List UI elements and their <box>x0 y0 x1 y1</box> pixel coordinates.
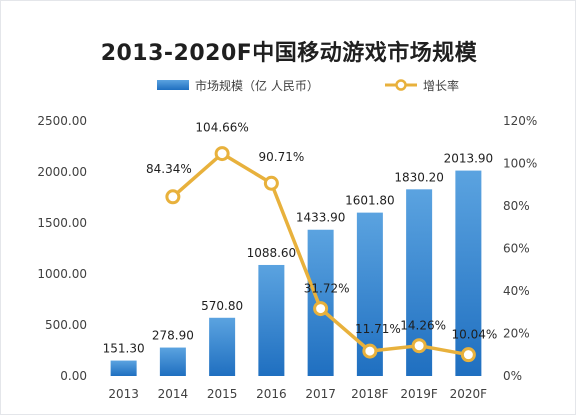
bar <box>110 360 137 376</box>
bar-value-label: 570.80 <box>201 299 243 313</box>
line-value-label: 11.71% <box>355 322 401 336</box>
line-value-label: 104.66% <box>195 121 248 135</box>
x-tick-label: 2017 <box>305 387 336 401</box>
line-value-label: 31.72% <box>304 282 350 296</box>
chart-title: 2013-2020F中国移动游戏市场规模 <box>100 41 478 66</box>
bar-value-label: 1433.90 <box>296 211 346 225</box>
line-point <box>362 343 378 359</box>
left-axis: 0.00 500.00 1000.00 1500.00 2000.00 2500.00 <box>37 114 87 383</box>
line-value-label: 10.04% <box>451 328 497 342</box>
left-tick-label: 1000.00 <box>37 267 87 281</box>
legend-line-marker <box>395 79 407 91</box>
x-tick-label: 2015 <box>207 387 238 401</box>
bar-value-label: 1088.60 <box>247 246 297 260</box>
line-value-label: 90.71% <box>258 150 304 164</box>
right-tick-label: 60% <box>503 242 530 256</box>
line-point <box>165 189 181 205</box>
right-tick-label: 120% <box>503 114 537 128</box>
bar-value-label: 151.30 <box>103 342 145 356</box>
right-tick-label: 80% <box>503 199 530 213</box>
x-tick-label: 2014 <box>158 387 189 401</box>
bar-value-label: 1601.80 <box>345 194 395 208</box>
legend-bar-label: 市场规模（亿 人民币） <box>195 78 319 93</box>
left-tick-label: 1500.00 <box>37 216 87 230</box>
right-tick-label: 20% <box>503 327 530 341</box>
line-series <box>165 146 476 363</box>
bar-series <box>110 170 482 376</box>
left-tick-label: 0.00 <box>60 369 87 383</box>
right-tick-label: 100% <box>503 157 537 171</box>
x-axis: 2013 2014 2015 2016 2017 2018F 2019F 2020F <box>108 387 487 401</box>
line-value-label: 14.26% <box>400 319 446 333</box>
x-tick-label: 2013 <box>108 387 139 401</box>
x-tick-label: 2016 <box>256 387 287 401</box>
bar-value-label: 2013.90 <box>444 152 494 166</box>
line-labels: 84.34% 104.66% 90.71% 31.72% 11.71% 14.26% 10.… <box>146 121 497 342</box>
legend-line-label: 增长率 <box>423 78 459 93</box>
right-axis: 0% 20% 40% 60% 80% 100% 120% <box>503 114 537 383</box>
bar-value-label: 1830.20 <box>394 170 444 184</box>
line-point <box>411 338 427 354</box>
legend-bar-swatch <box>157 80 189 90</box>
legend: 市场规模（亿 人民币） 增长率 <box>157 78 459 93</box>
line-point <box>263 175 279 191</box>
bar-value-label: 278.90 <box>152 329 194 343</box>
right-tick-label: 40% <box>503 284 530 298</box>
x-tick-label: 2019F <box>400 387 438 401</box>
bar-labels: 151.30 278.90 570.80 1088.60 1433.90 1601.80 1… <box>103 152 494 356</box>
right-tick-label: 0% <box>503 369 522 383</box>
line-point <box>214 146 230 162</box>
bar <box>159 347 186 376</box>
left-tick-label: 2500.00 <box>37 114 87 128</box>
left-tick-label: 2000.00 <box>37 165 87 179</box>
line-point <box>460 347 476 363</box>
bar <box>455 170 482 376</box>
left-tick-label: 500.00 <box>45 318 87 332</box>
bar <box>258 264 285 376</box>
bar <box>209 317 236 376</box>
x-tick-label: 2020F <box>450 387 488 401</box>
line-point <box>313 301 329 317</box>
x-tick-label: 2018F <box>351 387 389 401</box>
line-value-label: 84.34% <box>146 162 192 176</box>
